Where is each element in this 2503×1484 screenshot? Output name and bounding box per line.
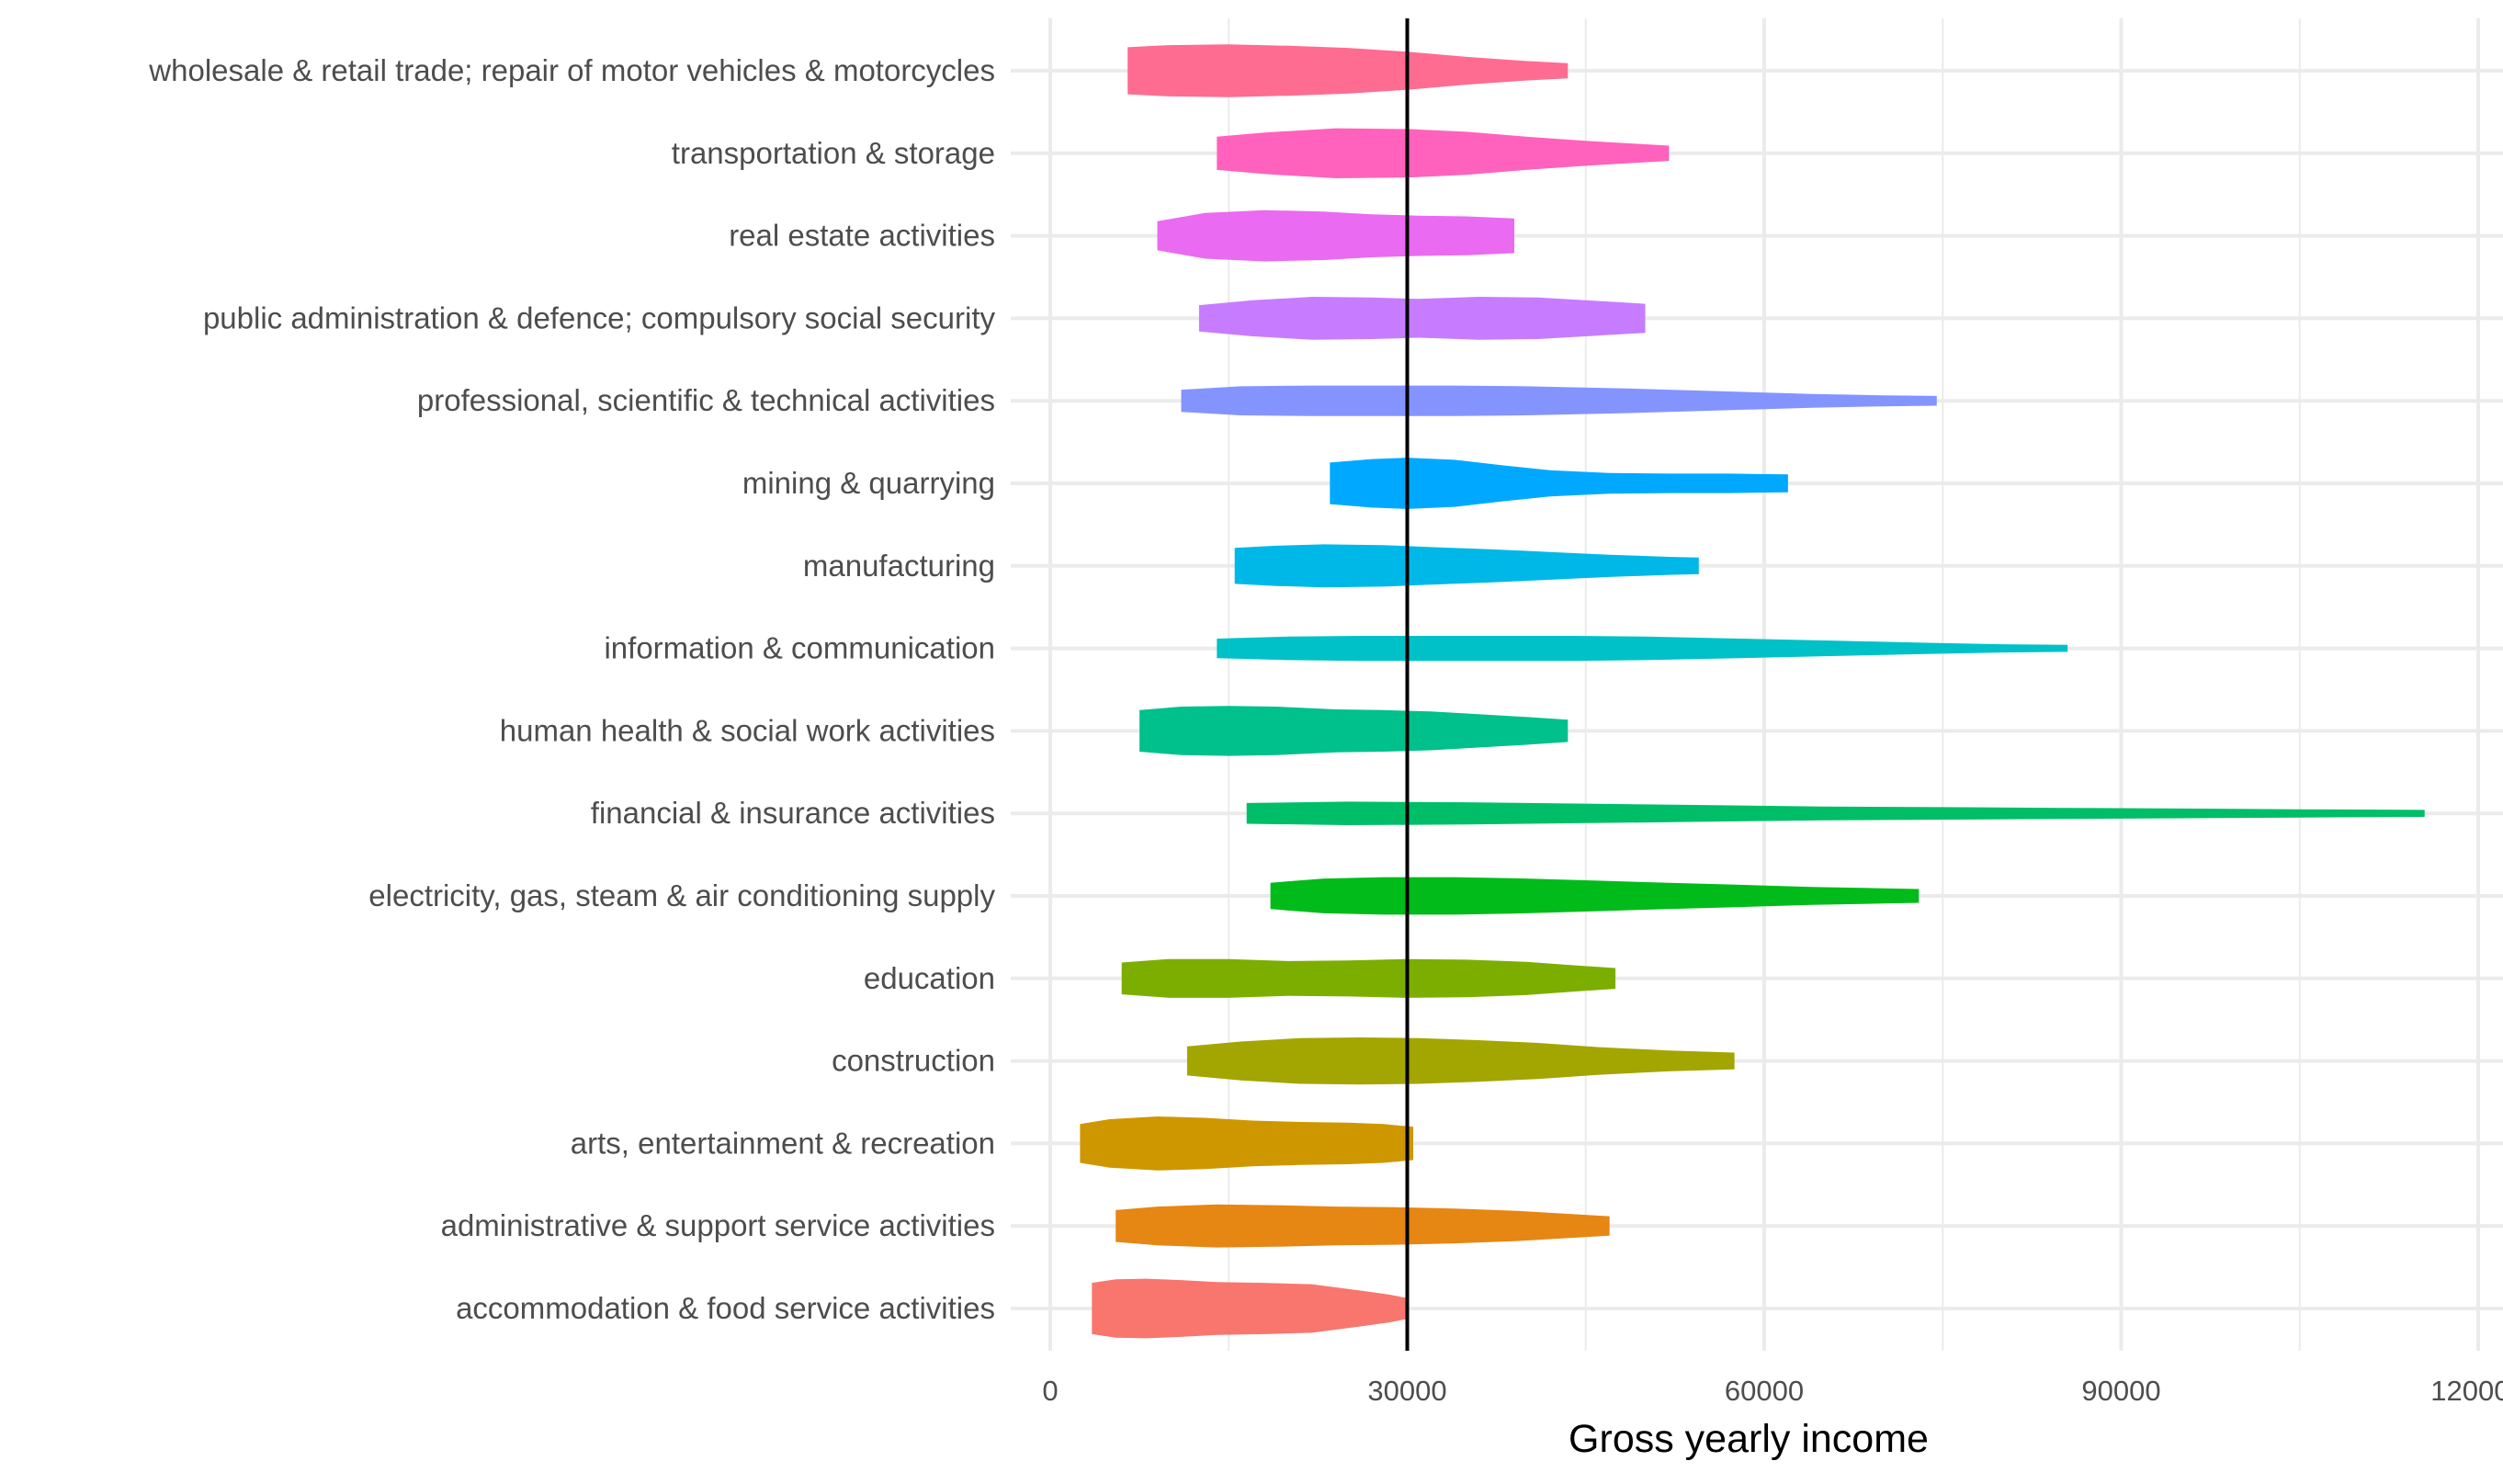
violin-8 (1217, 636, 2068, 662)
x-tick-label: 0 (1042, 1375, 1058, 1407)
category-label: administrative & support service activit… (441, 1208, 995, 1242)
category-label: education (864, 961, 995, 995)
violin-4 (1121, 958, 1616, 998)
violin-10 (1330, 458, 1788, 509)
x-tick-label: 90000 (2081, 1375, 2160, 1407)
violin-1 (1116, 1204, 1610, 1248)
x-tick-label: 60000 (1725, 1375, 1804, 1407)
category-label: mining & quarrying (742, 466, 995, 500)
violin-7 (1139, 706, 1569, 756)
x-axis-ticks: 0 30000 60000 90000 120000 (1042, 1375, 2503, 1407)
x-tick-label: 120000 (2430, 1375, 2503, 1407)
x-axis-title: Gross yearly income (1569, 1417, 1929, 1461)
category-label: financial & insurance activities (591, 796, 995, 830)
violin-14 (1217, 128, 1670, 178)
category-label: information & communication (604, 631, 995, 665)
violin-11 (1181, 385, 1937, 416)
category-label: electricity, gas, steam & air conditioni… (368, 878, 995, 912)
violin-9 (1234, 544, 1699, 588)
category-label: public administration & defence; compuls… (203, 300, 996, 334)
violin-0 (1092, 1278, 1408, 1339)
violin-13 (1157, 210, 1514, 262)
violin-15 (1127, 44, 1569, 97)
violin-5 (1270, 877, 1920, 915)
violin-series (1080, 44, 2425, 1339)
violin-12 (1198, 297, 1646, 340)
violin-6 (1246, 801, 2425, 825)
category-labels: wholesale & retail trade; repair of moto… (148, 53, 995, 1325)
category-label: manufacturing (803, 549, 995, 583)
category-label: construction (832, 1044, 995, 1078)
x-tick-label: 30000 (1367, 1375, 1446, 1407)
violin-2 (1080, 1116, 1413, 1171)
category-label: accommodation & food service activities (456, 1291, 995, 1325)
category-label: human health & social work activities (500, 713, 995, 747)
category-label: real estate activities (729, 219, 995, 253)
violin-3 (1186, 1037, 1735, 1085)
category-label: arts, entertainment & recreation (571, 1126, 995, 1160)
category-label: transportation & storage (672, 136, 995, 170)
category-label: wholesale & retail trade; repair of moto… (148, 53, 995, 87)
category-label: professional, scientific & technical act… (417, 383, 995, 417)
